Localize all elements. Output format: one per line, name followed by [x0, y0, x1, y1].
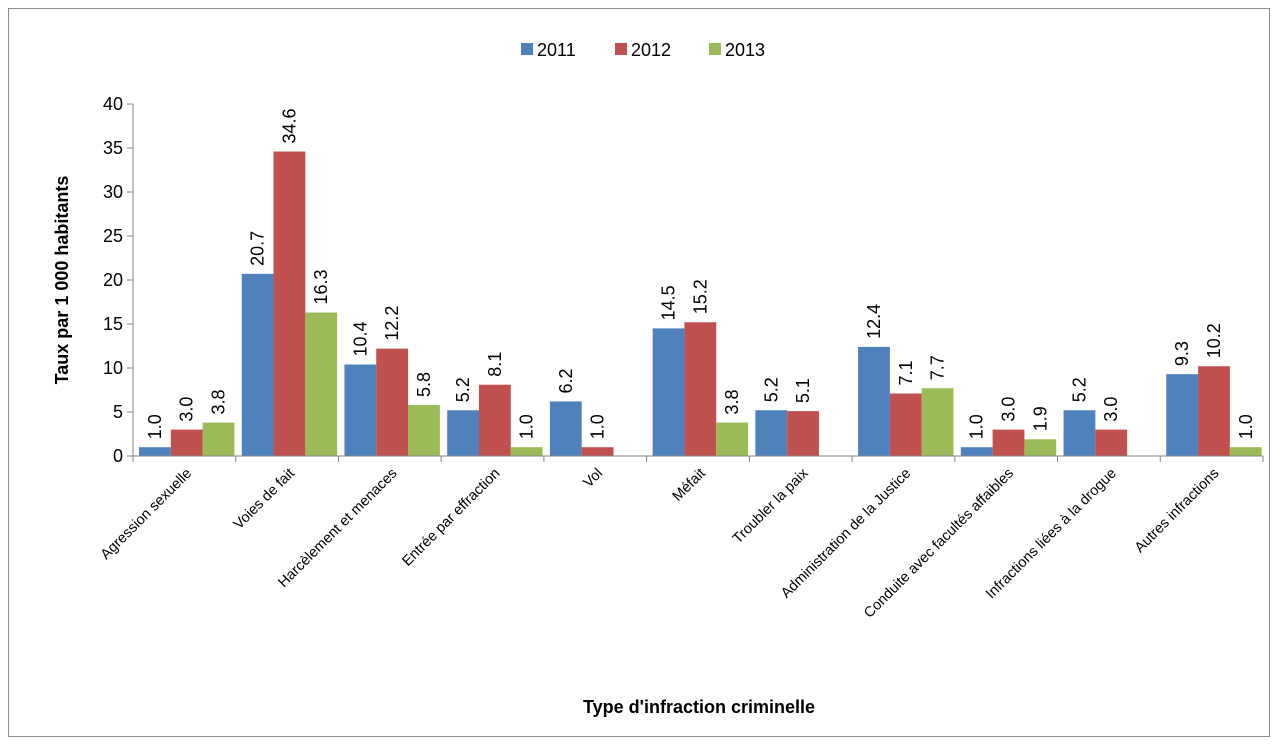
bar-2013	[716, 422, 749, 456]
x-axis-title: Type d'infraction criminelle	[583, 697, 815, 717]
bar-2013	[408, 404, 440, 456]
data-label: 1.9	[1030, 406, 1050, 431]
y-tick-label: 25	[103, 226, 123, 246]
x-category-label: Autres infractions	[1132, 466, 1223, 557]
data-label: 10.4	[350, 321, 370, 356]
bar-2011	[1166, 374, 1199, 456]
bar-2011	[1063, 410, 1096, 456]
data-label: 15.2	[690, 279, 710, 314]
data-label: 3.0	[177, 397, 197, 422]
data-label: 20.7	[248, 231, 268, 266]
data-label: 14.5	[659, 285, 679, 320]
data-label: 5.8	[414, 372, 434, 397]
y-tick-label: 20	[103, 270, 123, 290]
legend-swatch-2012	[615, 43, 627, 55]
data-label: 3.0	[1101, 397, 1121, 422]
legend: 2011 2012 2013	[521, 40, 765, 60]
y-tick-label: 30	[103, 182, 123, 202]
bar-2011	[652, 328, 685, 456]
y-tick-label: 5	[113, 402, 123, 422]
data-label: 8.1	[485, 352, 505, 377]
legend-label: 2011	[537, 40, 576, 60]
bar-2012	[992, 429, 1025, 456]
legend-swatch-2011	[521, 43, 533, 55]
bar-2012	[581, 447, 614, 456]
data-label: 12.2	[382, 306, 402, 341]
bar-2012	[478, 384, 511, 456]
data-label: 5.1	[793, 378, 813, 403]
data-label: 7.1	[896, 360, 916, 385]
data-label: 9.3	[1172, 341, 1192, 366]
data-label: 16.3	[311, 270, 331, 305]
data-label: 1.0	[1236, 414, 1256, 439]
bar-2012	[376, 348, 409, 456]
y-tick-label: 0	[113, 446, 123, 466]
bar-2012	[170, 429, 203, 456]
bar-2012	[273, 151, 306, 456]
bar-2011	[960, 447, 993, 456]
bar-2011	[344, 364, 377, 456]
data-label: 1.0	[145, 414, 165, 439]
chart-frame	[8, 8, 1270, 737]
x-category-label: Voies de fait	[231, 466, 298, 533]
bar-2013	[510, 447, 543, 456]
x-category-label: Troubler la paix	[730, 465, 812, 547]
data-label: 1.0	[517, 414, 537, 439]
data-label: 1.0	[588, 414, 608, 439]
x-category-label: Méfait	[670, 466, 709, 505]
data-label: 10.2	[1204, 323, 1224, 358]
legend-swatch-2013	[709, 43, 721, 55]
data-label: 1.0	[967, 414, 987, 439]
x-category-label: Harcèlement et menaces	[275, 466, 400, 591]
bar-2012	[1198, 366, 1230, 456]
x-axis: Agression sexuelle Voies de faitHarcèleme…	[98, 455, 1264, 621]
bar-2013	[202, 422, 235, 456]
y-tick-label: 35	[103, 138, 123, 158]
bar-2011	[447, 410, 479, 456]
y-axis-title: Taux par 1 000 habitants	[52, 176, 72, 385]
bar-2012	[787, 411, 819, 456]
y-tick-label: 15	[103, 314, 123, 334]
legend-label: 2012	[631, 40, 671, 60]
x-category-label: Vol	[581, 466, 607, 492]
bar-2011	[549, 401, 582, 456]
data-label: 12.4	[864, 304, 884, 339]
bar-2013	[921, 388, 954, 456]
y-tick-label: 40	[103, 94, 123, 114]
bar-2012	[889, 393, 922, 456]
y-axis: 0 5 10 15 20 25 30 35 40	[103, 94, 134, 466]
data-label: 6.2	[556, 368, 576, 393]
data-label: 5.2	[1069, 377, 1089, 402]
legend-label: 2013	[725, 40, 765, 60]
data-label: 3.0	[999, 397, 1019, 422]
bar-2013	[1024, 439, 1057, 456]
y-tick-label: 10	[103, 358, 123, 378]
x-category-label: Agression sexuelle	[98, 466, 195, 563]
bar-2011	[858, 346, 890, 456]
data-label: 5.2	[453, 377, 473, 402]
bars	[139, 151, 1262, 456]
bar-2012	[684, 322, 717, 456]
bar-2011	[241, 273, 274, 456]
data-label: 3.8	[722, 390, 742, 415]
bar-2012	[1095, 429, 1128, 456]
bar-2011	[755, 410, 788, 456]
data-label: 7.7	[928, 355, 948, 380]
bar-2013	[305, 312, 338, 456]
x-category-label: Entrée par effraction	[399, 466, 503, 570]
data-label: 3.8	[209, 390, 229, 415]
bar-2011	[139, 447, 171, 456]
data-label: 34.6	[279, 108, 299, 143]
data-labels: 1.0 20.7 10.4 5.2 6.2 14.5 5.2 12.4 1.0 5.2 9.3 3.0…	[145, 108, 1256, 439]
bar-2013	[1229, 447, 1262, 456]
data-label: 5.2	[761, 377, 781, 402]
